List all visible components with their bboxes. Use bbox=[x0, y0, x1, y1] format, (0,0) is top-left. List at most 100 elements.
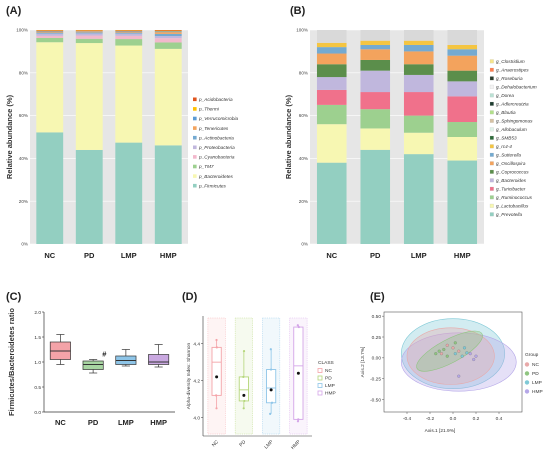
panel-c-boxes bbox=[50, 335, 169, 374]
panel-d-x-category-label: HMP bbox=[290, 439, 302, 451]
panel-b-bar-segment bbox=[317, 43, 347, 47]
panel-e-point bbox=[438, 350, 441, 353]
panel-a-bar-segment bbox=[36, 36, 63, 38]
panel-b-x-category-label: HMP bbox=[454, 251, 471, 260]
panel-a-legend-entry: p_Verrucomicrobia bbox=[198, 116, 239, 121]
panel-b-bar-segment bbox=[404, 51, 434, 64]
panel-d-x-category-label: NC bbox=[211, 439, 221, 449]
panel-e-point bbox=[463, 346, 466, 349]
panel-b-y-tick-label: 60% bbox=[299, 113, 308, 118]
panel-a-stacked-bar: 0%20%40%60%80%100% NCPDLMPHMP Relative a… bbox=[5, 28, 239, 260]
panel-e-x-tick-label: 0.4 bbox=[496, 416, 503, 422]
panel-a-bar-segment bbox=[76, 43, 103, 150]
panel-a-legend-swatch bbox=[193, 126, 197, 130]
panel-e-y-axis-label: Axis.2 [13.7%] bbox=[360, 347, 366, 378]
panel-a-legend-swatch bbox=[193, 146, 197, 150]
panel-a-bar-segment bbox=[115, 36, 142, 39]
panel-d-sample-point bbox=[269, 413, 271, 415]
panel-b-bar-segment bbox=[317, 163, 347, 244]
panel-b-bar-segment bbox=[317, 54, 347, 65]
panel-e-point bbox=[442, 348, 445, 351]
panel-b-bar-segment bbox=[447, 96, 477, 122]
panel-b-legend-swatch bbox=[490, 128, 494, 132]
panel-a-bar-segment bbox=[115, 46, 142, 143]
panel-a-bar-segment bbox=[76, 36, 103, 39]
panel-e-legend-swatch bbox=[525, 389, 529, 393]
panel-b-y-tick-label: 0% bbox=[301, 242, 308, 247]
panel-a-legend-entry: p_Proteobacteria bbox=[198, 145, 235, 150]
panel-e-legend-swatch bbox=[525, 371, 529, 375]
panel-e-point bbox=[457, 375, 460, 378]
panel-b-bar-segment bbox=[447, 81, 477, 96]
panel-d-sample-point bbox=[271, 402, 273, 404]
panel-a-bar-segment bbox=[36, 132, 63, 244]
panel-a-legend-entry: p_Tenericutes bbox=[198, 126, 229, 131]
panel-c-x-category-label: HMP bbox=[150, 418, 167, 427]
panel-d-sample-point bbox=[215, 407, 217, 409]
panel-d-x-categories: NCPDLMPHMP bbox=[211, 439, 302, 451]
panel-b-y-tick-label: 80% bbox=[299, 70, 308, 75]
panel-a-y-tick-label: 100% bbox=[16, 28, 28, 33]
panel-label-b: (B) bbox=[290, 5, 306, 17]
panel-b-x-category-label: NC bbox=[326, 251, 337, 260]
panel-b-y-tick-label: 20% bbox=[299, 199, 308, 204]
panel-a-legend-entry: p_Thermi bbox=[198, 107, 220, 112]
panel-d-sample-point bbox=[215, 394, 217, 396]
panel-c-y-axis-label: Firmicutes/Bacteroidetes ratio bbox=[7, 308, 16, 416]
panel-b-bar-segment bbox=[447, 30, 477, 45]
panel-b-bar-segment bbox=[360, 30, 390, 41]
panel-b-bar-segment bbox=[447, 45, 477, 49]
panel-b-bar-segment bbox=[404, 64, 434, 75]
panel-e-x-ticks: -0.4-0.20.00.20.4 bbox=[403, 412, 503, 422]
panel-a-legend-swatch bbox=[193, 184, 197, 188]
panel-b-bar-segment bbox=[317, 64, 347, 77]
panel-b-legend-swatch bbox=[490, 179, 494, 183]
panel-e-legend: Group NCPDLMPHMP bbox=[525, 352, 543, 395]
panel-d-y-tick-label: 4.2 bbox=[193, 378, 200, 384]
panel-b-legend-swatch bbox=[490, 153, 494, 157]
panel-b-legend-entry: g_Sutterella bbox=[496, 153, 521, 158]
panel-b-bar-segment bbox=[317, 124, 347, 163]
panel-a-bar-segment bbox=[155, 34, 182, 36]
panel-b-bar-segment bbox=[317, 47, 347, 53]
panel-e-legend-swatch bbox=[525, 362, 529, 366]
panel-label-d: (D) bbox=[182, 291, 198, 303]
panel-e-pcoa: -0.4-0.20.00.20.4 -0.50-0.250.000.250.50… bbox=[360, 312, 543, 434]
panel-b-y-axis-label: Relative abundance (%) bbox=[284, 94, 293, 179]
panel-d-boxes bbox=[208, 318, 307, 434]
panel-b-bar-segment bbox=[360, 109, 390, 128]
panel-b-legend-swatch bbox=[490, 204, 494, 208]
panel-a-bar-segment bbox=[36, 34, 63, 36]
panel-b-legend-swatch bbox=[490, 213, 494, 217]
panel-b-legend-entry: g_Turicibacter bbox=[496, 187, 526, 192]
panel-d-x-category-label: PD bbox=[238, 439, 247, 448]
panel-d-sample-point bbox=[270, 348, 272, 350]
panel-b-legend-entry: g_Lactobacillus bbox=[496, 204, 529, 209]
panel-b-x-categories: NCPDLMPHMP bbox=[326, 251, 470, 260]
panel-a-x-category-label: HMP bbox=[160, 251, 177, 260]
panel-d-box bbox=[266, 370, 275, 403]
panel-a-bar-segment bbox=[76, 39, 103, 43]
panel-b-x-category-label: PD bbox=[370, 251, 381, 260]
panel-a-bar-segment bbox=[115, 34, 142, 36]
panel-b-y-ticks: 0%20%40%60%80%100% bbox=[296, 28, 308, 247]
panel-a-bar-segment bbox=[76, 31, 103, 32]
panel-a-legend-entry: p_TM7 bbox=[198, 164, 214, 169]
panel-b-bar-segment bbox=[404, 45, 434, 51]
panel-d-sample-point bbox=[216, 346, 218, 348]
panel-e-point bbox=[446, 355, 449, 358]
panel-a-bar-segment bbox=[36, 33, 63, 34]
panel-e-legend-entry: PD bbox=[532, 371, 539, 377]
panel-b-legend-swatch bbox=[490, 85, 494, 89]
panel-e-x-axis-label: Axis.1 [21.9%] bbox=[425, 428, 456, 434]
panel-b-bar-segment bbox=[317, 30, 347, 43]
panel-b-legend-entry: g_Prevotella bbox=[496, 212, 522, 217]
panel-e-point bbox=[454, 341, 457, 344]
panel-a-bar-segment bbox=[155, 145, 182, 244]
panel-b-legend-entry: g_Bacteroides bbox=[496, 178, 527, 183]
panel-b-bar-segment bbox=[360, 150, 390, 244]
panel-c-y-ticks: 0.00.51.01.52.0 bbox=[34, 310, 44, 416]
panel-d-legend-swatch bbox=[318, 369, 322, 373]
panel-b-legend-entry: g_Clostridium bbox=[496, 59, 525, 64]
